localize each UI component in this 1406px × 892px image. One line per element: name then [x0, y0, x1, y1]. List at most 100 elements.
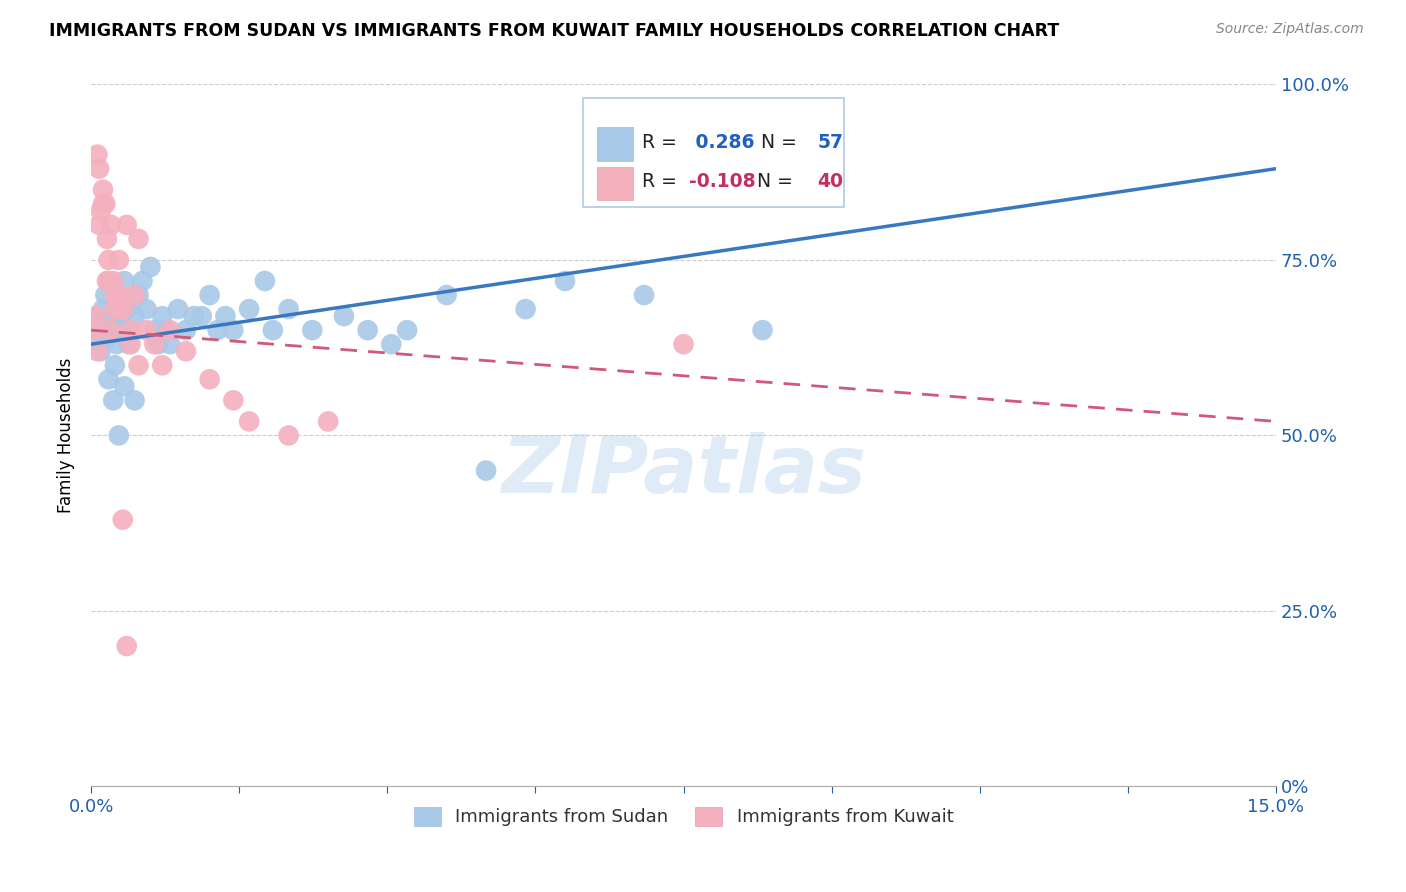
Point — [112, 379, 135, 393]
Point — [87, 161, 110, 176]
Point — [135, 323, 157, 337]
Point — [115, 639, 138, 653]
Point — [86, 309, 108, 323]
Point — [124, 309, 146, 323]
Point — [316, 414, 339, 428]
Point — [128, 288, 150, 302]
Text: N =: N = — [749, 133, 803, 152]
Point — [174, 323, 197, 337]
Point — [100, 323, 122, 337]
Point — [84, 323, 107, 337]
Point — [148, 337, 170, 351]
Point — [86, 344, 108, 359]
Point — [128, 232, 150, 246]
Point — [222, 323, 245, 337]
Point — [131, 274, 153, 288]
Point — [91, 196, 114, 211]
Point — [84, 337, 107, 351]
Point — [143, 323, 166, 337]
Point — [104, 358, 127, 372]
Point — [118, 337, 141, 351]
Point — [396, 323, 419, 337]
Point — [84, 309, 107, 323]
Point — [214, 309, 236, 323]
Point — [86, 147, 108, 161]
Point — [128, 358, 150, 372]
Point — [150, 358, 173, 372]
Point — [751, 323, 773, 337]
Point — [96, 274, 118, 288]
Bar — [598, 167, 633, 200]
Point — [150, 309, 173, 323]
Text: IMMIGRANTS FROM SUDAN VS IMMIGRANTS FROM KUWAIT FAMILY HOUSEHOLDS CORRELATION CH: IMMIGRANTS FROM SUDAN VS IMMIGRANTS FROM… — [49, 22, 1060, 40]
Point — [222, 393, 245, 408]
Text: R =: R = — [643, 171, 683, 191]
Point — [143, 337, 166, 351]
Point — [135, 302, 157, 317]
Point — [238, 302, 260, 317]
Point — [104, 288, 127, 302]
Point — [110, 309, 132, 323]
Point — [124, 288, 146, 302]
Text: Source: ZipAtlas.com: Source: ZipAtlas.com — [1216, 22, 1364, 37]
Point — [124, 393, 146, 408]
Point — [277, 428, 299, 442]
Point — [100, 218, 122, 232]
Point — [90, 203, 112, 218]
Point — [107, 252, 129, 267]
Text: N =: N = — [751, 171, 799, 191]
Point — [380, 337, 402, 351]
Point — [97, 252, 120, 267]
Text: 0.286: 0.286 — [689, 133, 755, 152]
Point — [103, 323, 125, 337]
Point — [190, 309, 212, 323]
Point — [107, 288, 129, 302]
Point — [97, 372, 120, 386]
Point — [91, 183, 114, 197]
Point — [112, 274, 135, 288]
Point — [96, 330, 118, 344]
Point — [155, 323, 177, 337]
Point — [120, 337, 142, 351]
Point — [87, 218, 110, 232]
Point — [198, 288, 221, 302]
Point — [633, 288, 655, 302]
Point — [277, 302, 299, 317]
Point — [120, 323, 142, 337]
Point — [104, 302, 127, 317]
Point — [103, 393, 125, 408]
Point — [159, 323, 181, 337]
Point — [87, 323, 110, 337]
Point — [96, 232, 118, 246]
Point — [159, 337, 181, 351]
Point — [167, 302, 190, 317]
Point — [174, 344, 197, 359]
Point — [115, 302, 138, 317]
Point — [115, 218, 138, 232]
Point — [105, 337, 128, 351]
Point — [333, 309, 356, 323]
Point — [100, 316, 122, 330]
Point — [554, 274, 576, 288]
Point — [111, 302, 134, 317]
Point — [356, 323, 378, 337]
Point — [107, 428, 129, 442]
Point — [94, 288, 117, 302]
Text: R =: R = — [643, 133, 683, 152]
Point — [111, 323, 134, 337]
Point — [97, 274, 120, 288]
Point — [515, 302, 537, 317]
Text: ZIPatlas: ZIPatlas — [501, 432, 866, 509]
Point — [198, 372, 221, 386]
Text: 40: 40 — [817, 171, 844, 191]
FancyBboxPatch shape — [583, 98, 844, 207]
Point — [672, 337, 695, 351]
Point — [262, 323, 284, 337]
Point — [94, 196, 117, 211]
Point — [111, 513, 134, 527]
Y-axis label: Family Households: Family Households — [58, 358, 75, 513]
Point — [253, 274, 276, 288]
Point — [475, 464, 498, 478]
Text: 57: 57 — [817, 133, 844, 152]
Point — [103, 274, 125, 288]
